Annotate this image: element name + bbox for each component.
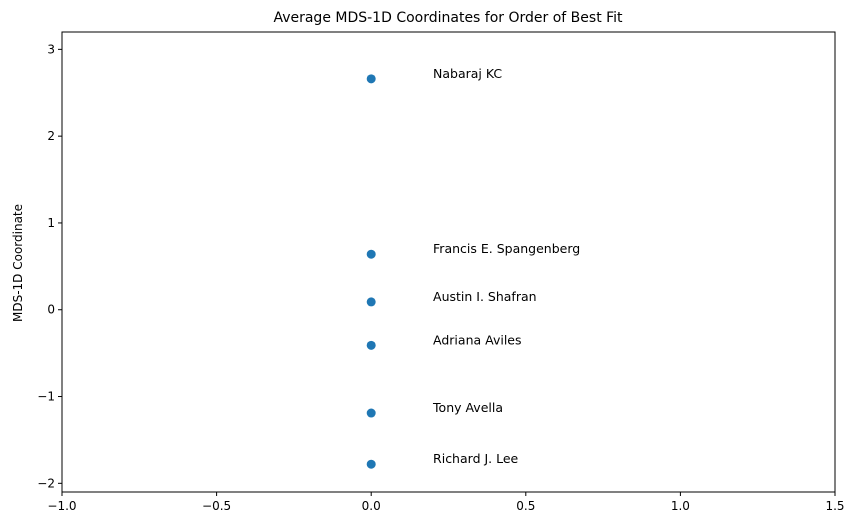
y-tick-label: −2 xyxy=(37,476,55,490)
data-point xyxy=(366,249,376,259)
y-tick-label: −1 xyxy=(37,390,55,404)
plot-area: −1.0 −0.5 0.0 0.5 1.0 1.5 −2 −1 0 1 2 3 Nabaraj KC Fr… xyxy=(37,42,844,513)
x-tick-label: 1.5 xyxy=(825,499,844,513)
x-tick-label: 0.0 xyxy=(362,499,381,513)
data-point xyxy=(366,459,376,469)
data-point-label: Nabaraj KC xyxy=(433,66,502,81)
y-tick-label: 3 xyxy=(47,42,55,56)
y-tick-label: 2 xyxy=(47,129,55,143)
x-tick-label: 0.5 xyxy=(516,499,535,513)
data-point-label: Richard J. Lee xyxy=(433,451,519,466)
data-point-label: Adriana Aviles xyxy=(433,332,521,347)
x-tick-label: 1.0 xyxy=(671,499,690,513)
x-tick-label: −0.5 xyxy=(202,499,231,513)
data-point-label: Austin I. Shafran xyxy=(433,289,537,304)
data-point xyxy=(366,74,376,84)
chart-title: Average MDS-1D Coordinates for Order of … xyxy=(273,10,623,26)
x-tick-label: −1.0 xyxy=(47,499,76,513)
y-tick-label: 0 xyxy=(47,303,55,317)
data-point-label: Tony Avella xyxy=(432,400,503,415)
data-point xyxy=(366,340,376,350)
plot-frame xyxy=(61,31,836,493)
data-point xyxy=(366,297,376,307)
data-point xyxy=(366,408,376,418)
data-point-label: Francis E. Spangenberg xyxy=(433,241,580,256)
y-tick-label: 1 xyxy=(47,216,55,230)
y-axis-label: MDS-1D Coordinate xyxy=(11,204,25,322)
